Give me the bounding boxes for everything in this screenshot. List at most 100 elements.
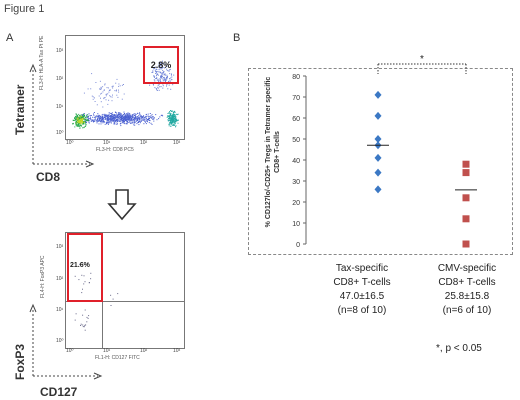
- group-tax-line3: 47.0±16.5: [339, 291, 385, 302]
- flow-event-dot: [115, 82, 117, 84]
- flow-event-dot: [75, 124, 77, 126]
- flow-event-dot: [141, 117, 143, 119]
- flow-event-dot: [117, 96, 119, 98]
- flow-event-dot: [86, 321, 88, 323]
- flow-event-dot: [132, 116, 134, 118]
- flow-event-dot: [157, 78, 159, 80]
- flow-event-dot: [102, 118, 103, 119]
- flow-event-dot: [166, 70, 168, 72]
- flow-event-dot: [126, 118, 128, 120]
- flow-event-dot: [167, 75, 168, 77]
- flow-event-dot: [143, 115, 145, 117]
- flow-event-dot: [87, 119, 89, 121]
- flow-event-dot: [166, 68, 168, 70]
- flow-event-dot: [108, 120, 110, 122]
- tax-data-point: [374, 185, 382, 194]
- tax-data-point: [374, 111, 382, 120]
- flow-event-dot: [79, 263, 81, 265]
- flow-event-dot: [129, 119, 131, 121]
- tetramer-cd8-flow-plot: 2.8%: [65, 35, 185, 140]
- flow-event-dot: [130, 115, 132, 117]
- flow-event-dot: [88, 118, 89, 120]
- flow-event-dot: [155, 72, 157, 74]
- flow-event-dot: [120, 120, 122, 122]
- flow-event-dot: [114, 90, 116, 92]
- flow-event-dot: [118, 115, 120, 117]
- flow-event-dot: [123, 117, 125, 119]
- flow-event-dot: [117, 113, 119, 115]
- flow-event-dot: [103, 98, 105, 100]
- flow-event-dot: [153, 79, 155, 81]
- foxp3-cd127-flow-plot: 21.6%: [65, 232, 185, 349]
- group-tax-line4: (n=8 of 10): [337, 305, 387, 316]
- flow-event-dot: [166, 116, 168, 118]
- flow-event-dot: [111, 119, 113, 121]
- flow-event-dot: [109, 118, 111, 120]
- flow-event-dot: [173, 125, 175, 126]
- flow-event-dot: [104, 83, 106, 85]
- top-x-tick-3: 10³: [173, 140, 181, 146]
- flow-event-dot: [102, 121, 104, 123]
- flow-event-dot: [103, 117, 105, 119]
- flow-event-dot: [176, 120, 178, 122]
- flow-event-dot: [127, 116, 129, 118]
- flow-event-dot: [168, 117, 169, 119]
- flow-event-dot: [174, 110, 176, 112]
- flow-event-dot: [164, 74, 166, 76]
- flow-event-dot: [108, 90, 110, 91]
- top-plot-axis-arrows: [29, 63, 95, 168]
- flow-event-dot: [128, 114, 130, 116]
- flow-event-dot: [146, 120, 148, 122]
- flow-event-dot: [160, 114, 162, 116]
- y-tick-label: 50: [292, 137, 300, 144]
- flow-event-dot: [174, 111, 176, 113]
- flow-event-dot: [83, 126, 85, 128]
- flow-event-dot: [162, 71, 164, 73]
- flow-event-dot: [120, 125, 122, 127]
- flow-event-dot: [97, 115, 99, 117]
- flow-event-dot: [153, 84, 154, 86]
- flow-event-dot: [98, 117, 100, 119]
- flow-event-dot: [169, 111, 170, 113]
- flow-event-dot: [79, 118, 81, 120]
- flow-event-dot: [122, 122, 124, 124]
- significance-bracket: *: [377, 54, 467, 74]
- flow-event-dot: [81, 116, 83, 118]
- flow-event-dot: [117, 118, 118, 120]
- flow-event-dot: [110, 116, 112, 118]
- flow-event-dot: [159, 79, 161, 80]
- flow-event-dot: [105, 117, 107, 119]
- flow-event-dot: [100, 87, 102, 89]
- flow-event-dot: [101, 121, 102, 123]
- flow-event-dot: [177, 119, 179, 121]
- flow-event-dot: [131, 117, 133, 119]
- group-cmv-line3: 25.8±15.8: [444, 291, 490, 302]
- flow-event-dot: [79, 126, 81, 128]
- flow-event-dot: [145, 121, 146, 123]
- flow-event-dot: [135, 120, 137, 122]
- flow-event-dot: [77, 115, 78, 117]
- bottom-plot-xlabel: CD127: [40, 385, 78, 399]
- flow-event-dot: [160, 75, 162, 77]
- flow-event-dot: [133, 117, 135, 119]
- flow-event-dot: [93, 121, 94, 123]
- flow-event-dot: [84, 118, 86, 120]
- flow-event-dot: [153, 76, 155, 78]
- flow-event-dot: [106, 87, 108, 89]
- flow-event-dot: [120, 116, 122, 118]
- flow-event-dot: [84, 116, 86, 118]
- flow-event-dot: [134, 118, 136, 120]
- flow-event-dot: [159, 71, 161, 73]
- flow-event-dot: [84, 117, 86, 119]
- flow-event-dot: [127, 118, 129, 119]
- flow-event-dot: [148, 117, 150, 119]
- flow-event-dot: [168, 115, 170, 117]
- panel-b-label: B: [233, 32, 241, 44]
- flow-event-dot: [96, 115, 98, 117]
- flow-event-dot: [83, 283, 85, 285]
- flow-event-dot: [129, 122, 131, 124]
- top-y-tick-2: 10²: [56, 76, 64, 82]
- flow-event-dot: [97, 113, 99, 115]
- flow-event-dot: [100, 93, 102, 95]
- flow-event-dot: [82, 117, 84, 118]
